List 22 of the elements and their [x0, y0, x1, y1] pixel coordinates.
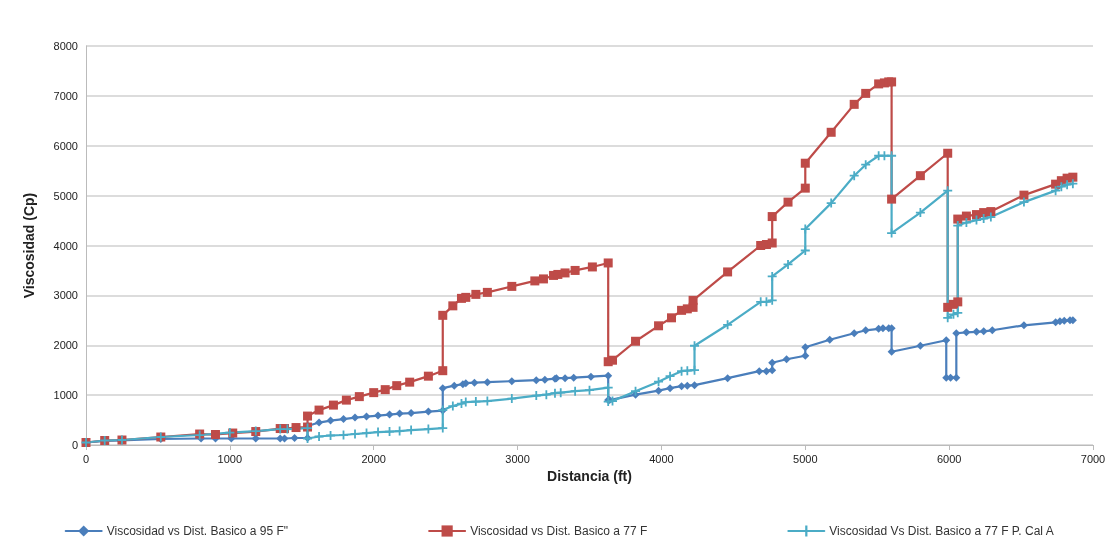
x-tick-label: 4000: [649, 452, 674, 465]
x-tick-label: 6000: [936, 452, 962, 465]
y-axis-title: Viscosidad (Cp): [21, 192, 37, 299]
x-tick-label: 2000: [361, 452, 386, 465]
y-tick-label: 0: [71, 439, 78, 451]
y-tick-label: 2000: [53, 339, 78, 352]
x-tick-label: 7000: [1080, 452, 1106, 465]
y-tick-label: 7000: [53, 89, 78, 102]
x-axis-title: Distancia (ft): [547, 467, 632, 484]
y-tick-label: 4000: [53, 239, 78, 252]
y-tick-label: 3000: [53, 289, 78, 302]
y-tick-label: 1000: [53, 389, 78, 402]
legend-label: Viscosidad vs Dist. Basico a 95 F": [106, 524, 289, 538]
x-tick-label: 3000: [505, 452, 530, 465]
legend-label: Viscosidad Vs Dist. Basico a 77 F P. Cal A: [829, 524, 1054, 538]
y-tick-label: 6000: [53, 139, 78, 152]
x-tick-label: 0: [82, 452, 90, 465]
y-tick-label: 5000: [53, 189, 78, 202]
x-tick-label: 5000: [793, 452, 818, 465]
y-tick-label: 8000: [53, 40, 78, 52]
x-tick-label: 1000: [217, 452, 243, 465]
legend-label: Viscosidad vs Dist. Basico a 77 F: [470, 524, 648, 538]
